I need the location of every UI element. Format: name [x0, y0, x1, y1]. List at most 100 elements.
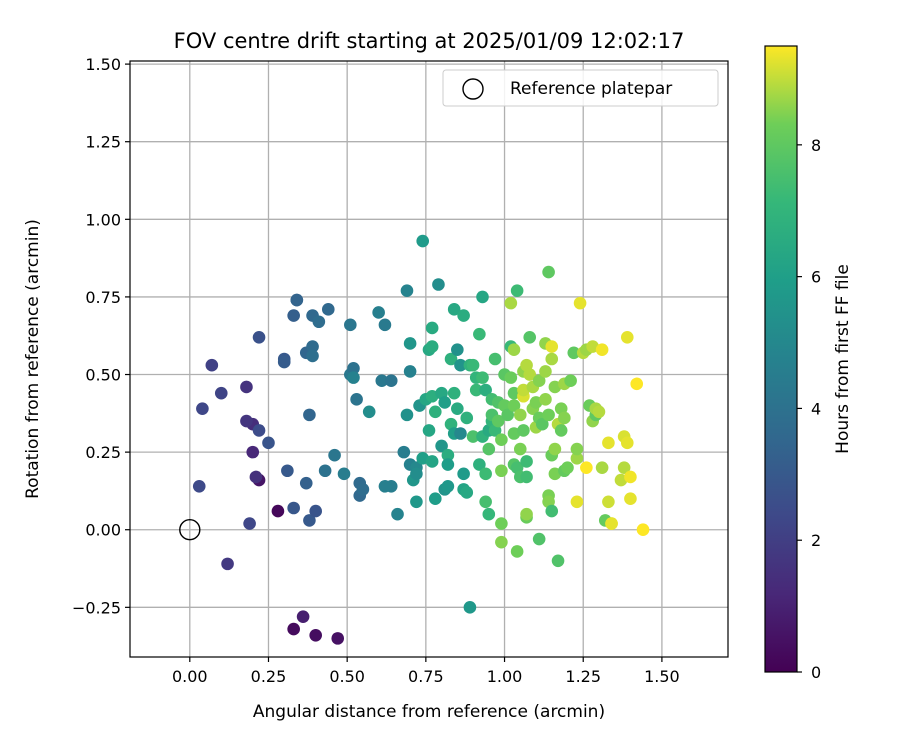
- scatter-point: [617, 461, 631, 474]
- scatter-point: [454, 427, 467, 440]
- scatter-point: [466, 430, 480, 443]
- scatter-point: [513, 408, 527, 422]
- scatter-point: [495, 464, 508, 478]
- y-tick-label: 0.00: [85, 521, 121, 540]
- x-tick-label: 1.50: [644, 667, 680, 686]
- scatter-point: [422, 424, 436, 437]
- scatter-point: [435, 439, 448, 453]
- scatter-point: [554, 424, 568, 437]
- scatter-point: [441, 448, 455, 462]
- scatter-point: [624, 492, 637, 505]
- scatter-point: [539, 393, 552, 406]
- scatter-point: [595, 461, 609, 474]
- y-gridlines: [130, 63, 728, 608]
- scatter-point: [221, 557, 234, 571]
- scatter-point: [570, 452, 584, 465]
- scatter-point: [444, 352, 458, 366]
- scatter-point: [545, 352, 559, 366]
- scatter-point: [252, 330, 266, 344]
- scatter-point: [605, 517, 618, 530]
- scatter-point: [428, 405, 442, 419]
- scatter-point: [378, 318, 392, 332]
- legend: Reference platepar: [442, 69, 719, 107]
- scatter-point: [620, 330, 634, 344]
- scatter-point: [277, 355, 291, 369]
- scatter-point: [457, 467, 470, 481]
- scatter-point: [240, 380, 253, 394]
- scatter-point: [636, 523, 650, 537]
- scatter-point: [602, 495, 615, 509]
- scatter-point: [520, 470, 533, 484]
- scatter-point: [513, 442, 527, 456]
- scatter-point: [214, 386, 228, 400]
- scatter-point: [331, 632, 345, 645]
- scatter-point: [451, 343, 464, 356]
- scatter-point: [542, 408, 555, 422]
- scatter-point: [504, 371, 518, 384]
- scatter-point: [303, 514, 316, 527]
- scatter-point: [558, 411, 571, 425]
- scatter-point: [520, 507, 533, 521]
- x-tick-label: 0.75: [408, 667, 444, 686]
- scatter-point: [539, 365, 552, 378]
- colorbar-ticks: 0 2 4 6 8: [797, 136, 821, 682]
- scatter-point: [192, 479, 206, 493]
- scatter-point: [441, 479, 455, 493]
- scatter-point: [299, 476, 313, 490]
- scatter-point: [356, 483, 370, 496]
- scatter-point: [416, 234, 430, 248]
- scatter-point: [523, 368, 537, 381]
- scatter-point: [570, 495, 584, 509]
- chart-title: FOV centre drift starting at 2025/01/09 …: [174, 29, 685, 53]
- scatter-point: [249, 470, 263, 484]
- scatter-point: [454, 358, 467, 372]
- y-axis-label: Rotation from reference (arcmin): [23, 219, 43, 499]
- y-axis-ticks: −0.25 0.00 0.25 0.50 0.75 1.00 1.25 1.50: [72, 55, 130, 617]
- scatter-point: [545, 504, 559, 518]
- scatter-point: [306, 349, 319, 363]
- scatter-point: [312, 315, 326, 329]
- scatter-point: [482, 507, 496, 521]
- scatter-point: [482, 442, 496, 456]
- scatter-point: [495, 535, 508, 549]
- scatter-point: [252, 424, 266, 437]
- scatter-point: [378, 479, 392, 493]
- scatter-point: [287, 309, 300, 322]
- reference-marker-group: [179, 519, 201, 541]
- scatter-point: [347, 371, 360, 384]
- y-tick-label: 0.75: [85, 288, 121, 307]
- scatter-point: [425, 340, 439, 353]
- scatter-point: [523, 330, 537, 344]
- scatter-point: [344, 318, 357, 332]
- scatter-point: [400, 284, 414, 298]
- y-tick-label: −0.25: [72, 598, 121, 617]
- scatter-point: [397, 445, 411, 459]
- scatter-point: [507, 343, 521, 356]
- scatter-point: [347, 362, 360, 375]
- scatter-point: [447, 303, 461, 316]
- scatter-point: [321, 303, 335, 316]
- scatter-point: [350, 393, 363, 406]
- y-tick-label: 0.25: [85, 443, 121, 462]
- scatter-point: [425, 321, 439, 335]
- scatter-point: [532, 374, 546, 388]
- scatter-point: [466, 358, 480, 372]
- x-axis-ticks: 0.00 0.25 0.50 0.75 1.00 1.25 1.50: [172, 657, 680, 686]
- scatter-point: [488, 352, 502, 366]
- scatter-point: [460, 411, 474, 425]
- x-axis-label: Angular distance from reference (arcmin): [253, 702, 605, 722]
- scatter-point: [262, 436, 275, 450]
- scatter-point: [460, 486, 474, 499]
- legend-entry-reference: Reference platepar: [510, 79, 672, 99]
- scatter-point: [624, 470, 637, 484]
- scatter-point: [520, 455, 533, 468]
- reference-platepar-marker: [179, 519, 201, 541]
- colorbar: [764, 45, 798, 673]
- scatter-point: [495, 517, 508, 530]
- scatter-point: [469, 383, 483, 397]
- scatter-point: [391, 507, 404, 521]
- scatter-point: [271, 504, 285, 518]
- scatter-point: [432, 278, 445, 291]
- y-tick-label: 1.25: [85, 133, 121, 152]
